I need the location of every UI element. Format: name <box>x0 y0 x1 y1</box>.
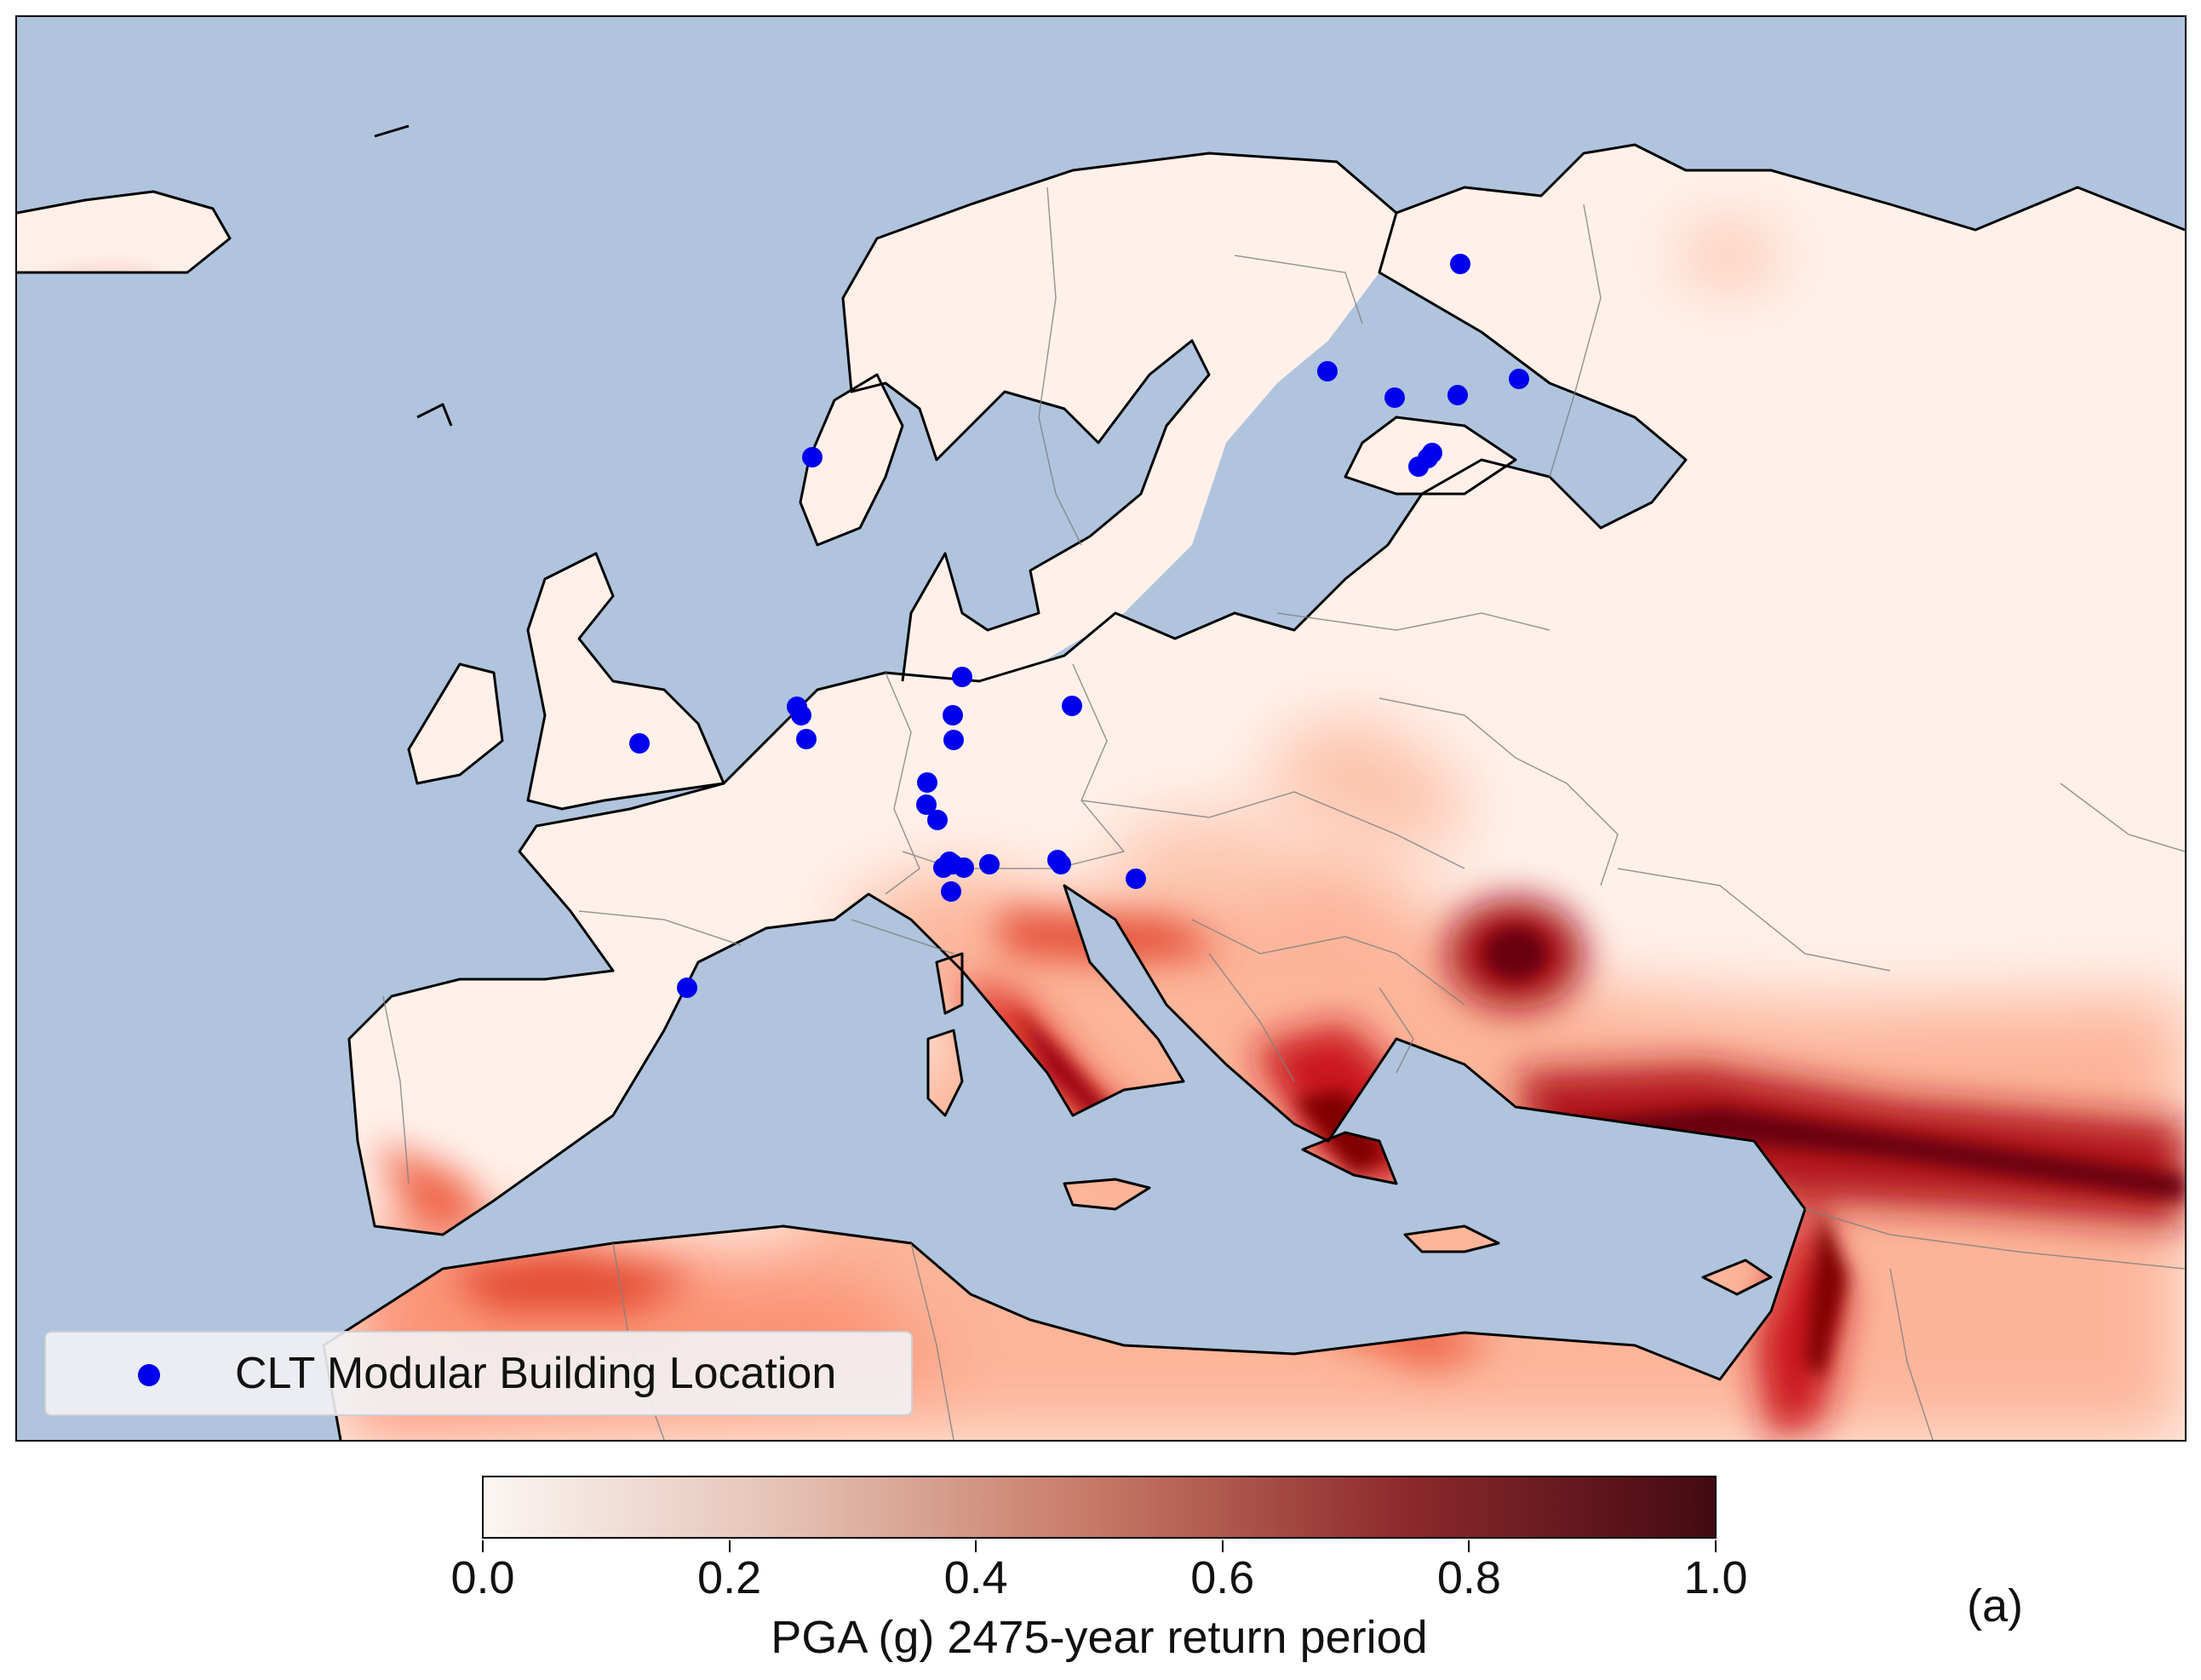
coastlines <box>17 124 2185 1440</box>
building-location-marker <box>1384 387 1405 408</box>
colorbar-tick <box>482 1540 484 1552</box>
colorbar-tick-label: 1.0 <box>1683 1552 1748 1603</box>
colorbar-tick <box>728 1540 731 1552</box>
building-location-marker <box>1051 854 1071 874</box>
building-location-marker <box>917 772 937 793</box>
building-location-marker <box>1062 696 1082 716</box>
building-location-marker <box>796 729 817 749</box>
building-location-marker <box>1509 369 1529 389</box>
panel-label: (a) <box>1967 1580 2023 1631</box>
building-location-marker <box>802 447 823 467</box>
hazard-map <box>15 15 2187 1442</box>
colorbar-title: PGA (g) 2475-year return period <box>771 1612 1428 1663</box>
building-location-marker <box>933 857 954 878</box>
colorbar-tick <box>1715 1540 1717 1552</box>
colorbar-tick-label: 0.6 <box>1190 1552 1255 1603</box>
colorbar-tick-label: 0.2 <box>697 1552 762 1603</box>
colorbar-tick <box>1221 1540 1224 1552</box>
building-location-marker <box>1450 254 1470 274</box>
colorbar-tick-label: 0.0 <box>450 1552 515 1603</box>
building-location-marker <box>954 857 974 878</box>
legend: CLT Modular Building Location <box>44 1331 913 1416</box>
building-location-marker <box>677 978 697 998</box>
colorbar-tick <box>975 1540 977 1552</box>
building-location-marker <box>1418 448 1438 468</box>
colorbar <box>482 1476 1717 1539</box>
building-location-marker <box>979 854 1000 874</box>
building-location-marker <box>941 881 961 902</box>
legend-marker-icon <box>138 1364 160 1386</box>
colorbar-tick-label: 0.4 <box>943 1552 1008 1603</box>
building-location-marker <box>629 733 650 754</box>
building-location-marker <box>927 810 948 830</box>
building-location-marker <box>952 667 972 687</box>
colorbar-tick <box>1468 1540 1470 1552</box>
building-location-marker <box>916 794 937 815</box>
building-location-marker <box>1317 361 1338 381</box>
building-location-marker <box>1126 869 1146 889</box>
colorbar-tick-label: 0.8 <box>1436 1552 1501 1603</box>
building-location-marker <box>943 730 964 750</box>
building-location-marker <box>943 705 963 725</box>
building-locations <box>629 254 1529 998</box>
building-location-marker <box>791 705 811 725</box>
legend-label: CLT Modular Building Location <box>235 1349 837 1398</box>
building-location-marker <box>1447 385 1468 405</box>
